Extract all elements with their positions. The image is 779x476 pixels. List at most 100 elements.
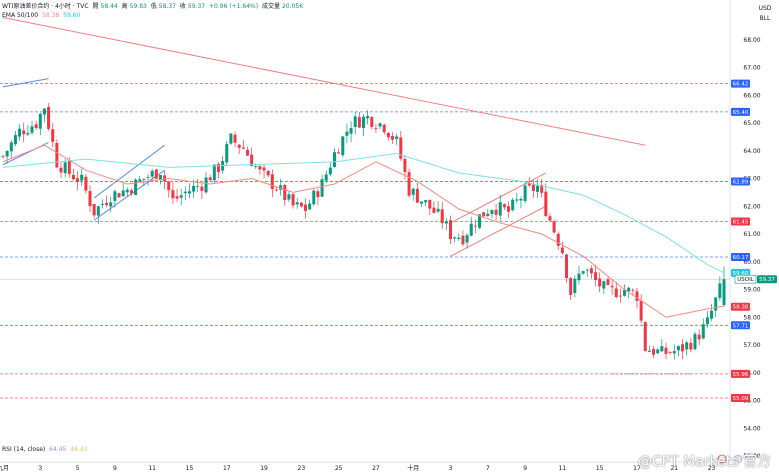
candle [415,182,419,204]
candle [565,253,569,283]
candle [353,111,357,135]
candle [697,329,701,346]
price-tag-value: 61.45 [733,220,749,226]
candle [494,203,498,221]
candle [125,187,129,197]
x-tick-label: 23 [708,465,716,472]
y-tick-label: 63.00 [743,176,760,183]
candle [1,155,5,159]
y-tick-label: 67.00 [743,65,760,72]
high-value: 59.83 [129,3,147,10]
candle [486,208,490,218]
candle [623,284,627,297]
candle [163,170,167,189]
x-tick-label: 19 [260,465,268,472]
candle [693,331,697,351]
candle [469,216,473,237]
x-tick-label: 17 [223,465,231,472]
candle [386,132,390,141]
candle [465,233,469,249]
x-tick-label: 15 [596,465,604,472]
candle [652,345,656,359]
candle [92,204,96,219]
price-tag: 59.60 [731,268,750,277]
candle [490,209,494,219]
candle [312,188,316,207]
candle [556,231,560,250]
candle [710,303,714,322]
y-tick-label: 53.00 [743,453,760,460]
x-tick-label: 27 [372,465,380,472]
candle [299,201,303,208]
y-tick-label: 58.00 [743,314,760,321]
candle [229,132,233,145]
open-value: 58.44 [100,3,118,10]
price-tag: 55.09 [731,394,750,403]
y-tick-label: 68.00 [743,37,760,44]
candle [187,183,191,199]
candle [643,321,647,353]
trend-line [2,78,49,88]
ema-legend[interactable]: EMA 50/100 58.38 59.60 [2,12,82,19]
candle [444,218,448,231]
candle [482,212,486,217]
candle [76,171,80,191]
candle [274,186,278,192]
candle [113,189,117,208]
candle [105,195,109,208]
x-tick-label: 5 [76,465,80,472]
candle [523,182,527,204]
high-label: 高 [121,3,128,10]
x-tick-label: 15 [186,465,194,472]
candle [183,186,187,201]
candle [370,116,374,130]
candle [167,180,171,198]
symbol-title[interactable]: WTI原油差价合约 · 4小时 · TVC [2,3,89,10]
candle [436,201,440,214]
candle [478,214,482,230]
y-tick-label: 62.00 [743,203,760,210]
volume-value: 20.05K [282,3,304,10]
candle [519,196,523,209]
price-tag: 66.42 [731,79,750,88]
candle [134,178,138,195]
candle [38,112,42,136]
x-tick-label: 3 [449,465,453,472]
candle [399,130,403,161]
candle [548,213,552,222]
candle [96,205,100,224]
candle [718,276,722,302]
candle [473,219,477,233]
y-tick-label: 57.00 [743,342,760,349]
candle [660,339,664,352]
ema-label: EMA 50/100 [2,12,39,19]
price-tag: 55.96 [731,369,750,378]
candle [142,178,146,187]
candle [18,124,22,141]
candle [581,270,585,275]
candle [22,122,26,143]
candle [507,201,511,219]
candle [30,120,34,136]
candle [179,188,183,206]
candle [55,139,59,169]
price-tag-value: 66.42 [733,82,749,88]
price-tag-value: 58.38 [733,305,749,311]
x-tick-label: 11 [559,465,567,472]
ema50-line [2,144,725,318]
candle [266,170,270,178]
y-tick-label: 54.00 [743,425,760,432]
candle [117,192,121,198]
candle [150,168,154,180]
y-tick-label: 59.00 [743,287,760,294]
candle [320,174,324,198]
trend-line [2,17,646,146]
rsi-legend[interactable]: RSI (14, close) 64.45 48.43 [2,446,89,453]
candle [250,147,254,167]
x-tick-label: 3 [38,465,42,472]
candle [606,277,610,286]
candle [237,144,241,154]
candle [146,174,150,186]
candle [705,310,709,328]
